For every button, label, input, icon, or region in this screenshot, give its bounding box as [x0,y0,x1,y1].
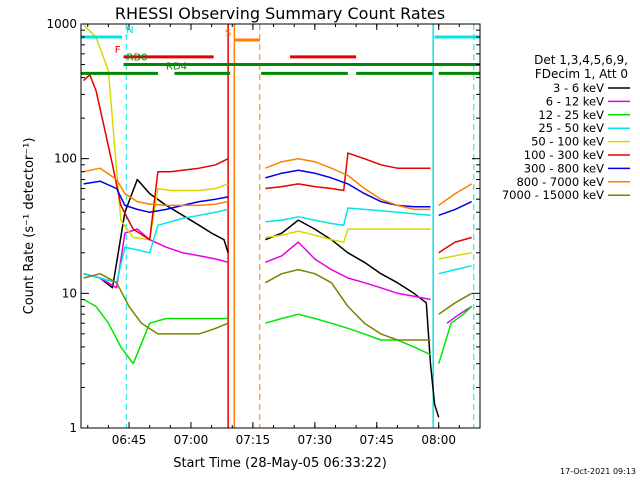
series-4-segment-2 [438,252,472,260]
legend-header-line-1: Det 1,3,4,5,6,9, [534,53,628,67]
legend-label-4: 50 - 100 keV [531,135,604,149]
flag-label-N: N [126,25,133,36]
series-8-segment-1 [264,268,431,341]
series-1-segment-1 [265,241,431,301]
plot-area [81,24,480,428]
series-3-segment-0 [83,208,229,284]
series-6-segment-1 [265,169,431,208]
y-tick-label-2: 100 [54,152,77,166]
legend-label-0: 3 - 6 keV [553,81,604,95]
legend-label-1: 6 - 12 keV [546,94,604,108]
series-5-segment-0 [83,73,229,241]
series-0-segment-1 [265,219,440,418]
legend: Det 1,3,4,5,6,9, FDecim 1, Att 0 3 - 6 k… [502,53,630,202]
series-lines [83,24,473,418]
flag-label-RD4: RD4 [166,61,187,72]
state-flags [81,35,480,75]
series-2-segment-0 [83,298,229,365]
series-0-segment-0 [83,178,229,289]
x-axis-ticks: 06:45 07:00 07:15 07:30 07:45 08:00 [87,24,481,447]
y-axis-ticks: 1 10 100 1000 [46,17,480,435]
x-tick-label-0: 06:45 [112,433,147,447]
series-3-segment-2 [438,265,472,275]
series-1-segment-2 [446,305,473,324]
footer-timestamp: 17-Oct-2021 09:13 [560,467,636,476]
x-tick-label-4: 07:45 [359,433,394,447]
flag-label-F: F [115,45,121,56]
x-tick-label-2: 07:15 [236,433,271,447]
series-3-segment-1 [265,207,431,227]
series-4-segment-1 [265,228,431,243]
x-tick-label-5: 08:00 [421,433,456,447]
series-6-segment-0 [83,180,229,214]
y-tick-label-0: 1 [69,421,77,435]
x-tick-label-1: 07:00 [174,433,209,447]
plot-frame [80,23,481,429]
series-7-segment-1 [265,157,431,211]
flag-label-S: S [225,28,231,39]
y-tick-label-3: 1000 [46,17,77,31]
series-5-segment-2 [438,236,472,254]
series-4-segment-0 [83,24,229,241]
series-8-segment-2 [438,292,473,315]
series-5-segment-1 [265,152,431,192]
flag-label-RD0: RD0 [127,53,148,64]
legend-label-2: 12 - 25 keV [538,108,604,122]
x-axis-label: Start Time (28-May-05 06:33:22) [173,456,387,471]
vertical-markers [125,24,475,428]
y-axis-label: Count Rate (s⁻¹ detector⁻¹) [22,138,37,315]
series-8-segment-0 [83,272,229,335]
y-tick-label-1: 10 [62,286,77,300]
x-tick-label-3: 07:30 [298,433,333,447]
series-6-segment-2 [438,200,473,217]
legend-label-5: 100 - 300 keV [524,148,604,162]
legend-label-3: 25 - 50 keV [538,121,604,135]
series-2-segment-2 [437,305,473,364]
series-2-segment-1 [265,313,431,356]
chart-title: RHESSI Observing Summary Count Rates [115,4,445,23]
legend-label-7: 800 - 7000 keV [516,175,604,189]
series-7-segment-2 [438,183,473,207]
series-7-segment-0 [83,167,229,207]
legend-label-8: 7000 - 15000 keV [502,188,604,202]
legend-label-6: 300 - 800 keV [524,161,604,175]
legend-header-line-2: FDecim 1, Att 0 [535,67,628,81]
